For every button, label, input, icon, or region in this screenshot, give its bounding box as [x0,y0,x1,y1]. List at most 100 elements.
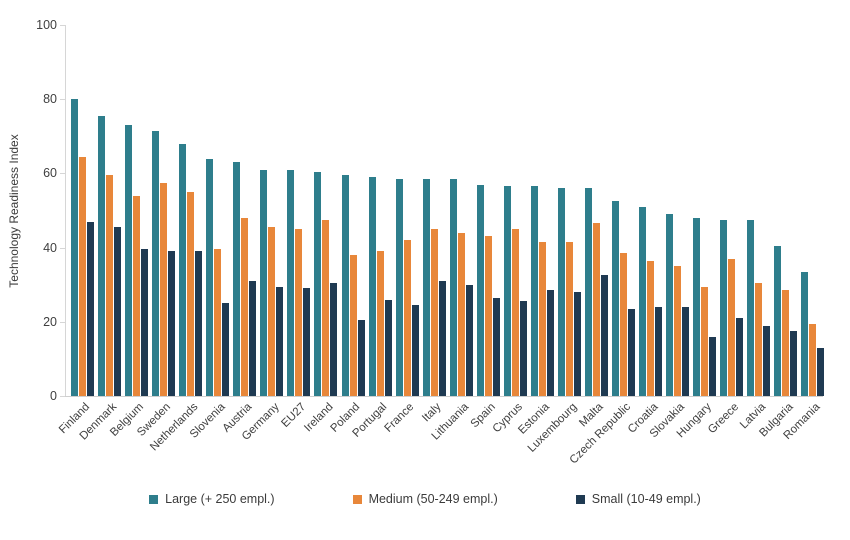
y-axis-line [65,25,66,396]
bar-greece-series-3 [736,318,743,396]
bar-denmark-series-2 [106,175,113,396]
bar-eu27-series-3 [303,288,310,396]
bar-romania-series-3 [817,347,824,396]
bar-netherlands-series-2 [187,191,194,396]
bar-poland-series-3 [358,319,365,396]
bar-eu27-series-1 [287,169,294,396]
bar-eu27-series-2 [295,229,302,396]
bar-germany-series-1 [260,169,267,396]
bar-luxembourg-series-3 [574,292,581,396]
legend-swatch-icon [575,494,585,504]
y-axis-title: Technology Readiness Index [7,134,21,288]
bar-sweden-series-2 [160,182,167,396]
bar-malta-series-3 [601,275,608,396]
bar-lithuania-series-1 [450,178,457,396]
bar-czech-republic-series-1 [612,201,619,396]
legend-label: Small (10-49 empl.) [591,492,701,506]
bar-croatia-series-3 [655,306,662,396]
y-tick-label: 60 [43,166,57,181]
y-tick-mark [60,25,65,26]
legend-item: Large (+ 250 empl.) [149,492,275,506]
bar-sweden-series-1 [152,130,159,396]
bar-hungary-series-2 [701,286,708,396]
x-axis-line [61,396,823,397]
bar-portugal-series-2 [377,251,384,396]
bar-denmark-series-1 [98,115,105,396]
legend-item: Small (10-49 empl.) [575,492,701,506]
bar-romania-series-1 [801,271,808,396]
bar-sweden-series-3 [168,251,175,396]
bar-spain-series-1 [477,184,484,396]
bar-cyprus-series-1 [504,186,511,396]
legend-swatch-icon [149,494,159,504]
bar-bulgaria-series-3 [790,331,797,396]
bar-greece-series-2 [728,258,735,396]
y-tick-label: 40 [43,240,57,255]
bar-finland-series-1 [71,99,78,396]
bar-estonia-series-2 [539,242,546,396]
bar-finland-series-2 [79,156,86,396]
bar-poland-series-2 [350,255,357,396]
bar-lithuania-series-2 [458,232,465,396]
bar-netherlands-series-3 [195,251,202,396]
bar-luxembourg-series-1 [558,188,565,396]
bar-ireland-series-3 [330,282,337,396]
bar-germany-series-2 [268,227,275,396]
bar-cyprus-series-3 [520,301,527,396]
bar-latvia-series-3 [763,325,770,396]
bar-belgium-series-3 [141,249,148,396]
bar-france-series-3 [412,305,419,396]
bar-portugal-series-3 [385,299,392,396]
bar-estonia-series-1 [531,186,538,396]
legend-item: Medium (50-249 empl.) [352,492,498,506]
bar-latvia-series-1 [747,219,754,396]
bar-latvia-series-2 [755,282,762,396]
bar-netherlands-series-1 [179,143,186,396]
bar-belgium-series-2 [133,195,140,396]
bar-slovakia-series-1 [666,214,673,396]
bar-bulgaria-series-2 [782,290,789,396]
bar-denmark-series-3 [114,227,121,396]
bar-lithuania-series-3 [466,284,473,396]
y-tick-mark [60,321,65,323]
bar-romania-series-2 [809,323,816,396]
bar-poland-series-1 [342,175,349,396]
bar-germany-series-3 [276,286,283,396]
legend-swatch-icon [352,494,362,504]
x-category-label: Italy [420,401,444,425]
y-tick-mark [60,173,65,175]
bar-slovakia-series-3 [682,306,689,396]
y-tick-label: 20 [43,314,57,329]
bar-spain-series-3 [493,297,500,396]
bar-france-series-2 [404,240,411,396]
bar-hungary-series-3 [709,336,716,396]
bar-belgium-series-1 [125,125,132,396]
bar-portugal-series-1 [369,177,376,396]
bar-estonia-series-3 [547,290,554,396]
bar-greece-series-1 [720,219,727,396]
bar-austria-series-3 [249,280,256,396]
y-tick-mark [60,396,65,397]
bar-finland-series-3 [87,221,94,396]
legend-label: Medium (50-249 empl.) [368,492,498,506]
legend: Large (+ 250 empl.) Medium (50-249 empl.)… [0,492,850,506]
bar-malta-series-1 [585,188,592,396]
y-tick-label: 80 [43,92,57,107]
bar-slovakia-series-2 [674,266,681,396]
bar-czech-republic-series-3 [628,308,635,396]
bar-luxembourg-series-2 [566,242,573,396]
bar-bulgaria-series-1 [774,245,781,396]
bar-croatia-series-1 [639,206,646,396]
x-category-label: Ireland [302,401,336,435]
bar-spain-series-2 [485,236,492,396]
y-tick-mark [60,247,65,249]
bar-slovenia-series-2 [214,249,221,396]
bar-italy-series-1 [423,178,430,396]
bar-italy-series-3 [439,280,446,396]
bar-hungary-series-1 [693,217,700,396]
bar-italy-series-2 [431,229,438,396]
bar-malta-series-2 [593,223,600,396]
y-tick-mark [60,99,65,101]
y-tick-label: 100 [36,18,57,32]
